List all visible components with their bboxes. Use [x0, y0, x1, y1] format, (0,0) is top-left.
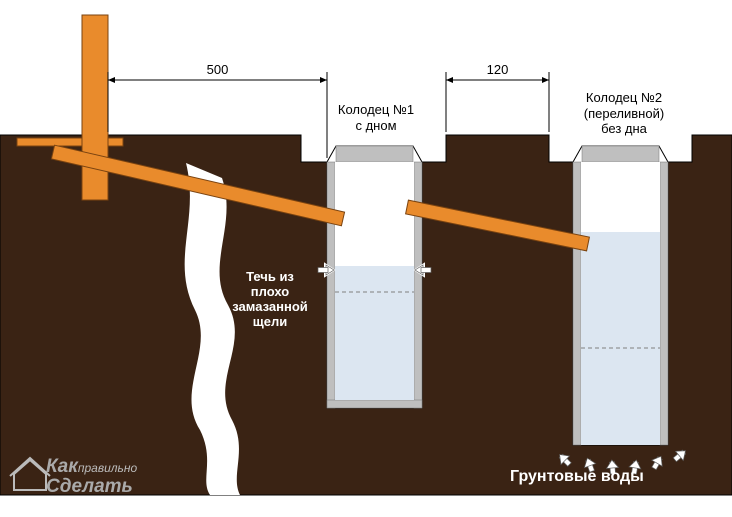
- dim-label-120: 120: [478, 62, 518, 77]
- diagram-svg: [0, 0, 732, 517]
- watermark-text-2: Сделать: [46, 476, 133, 498]
- well-2: [573, 146, 668, 445]
- dim-label-500: 500: [198, 62, 238, 77]
- watermark-text-1a: Как: [46, 456, 78, 477]
- well1-label: Колодец №1с дном: [336, 102, 416, 133]
- leak-label: Течь изплохозамазаннойщели: [225, 270, 315, 330]
- well2-label: Колодец №2(переливной)без дна: [569, 90, 679, 137]
- well-1: [327, 146, 422, 408]
- watermark-text-1b: правильно: [78, 461, 137, 475]
- dimension-120: [446, 72, 549, 132]
- groundwater-label: Грунтовые воды: [510, 468, 644, 486]
- watermark: Какправильно Сделать: [8, 450, 208, 500]
